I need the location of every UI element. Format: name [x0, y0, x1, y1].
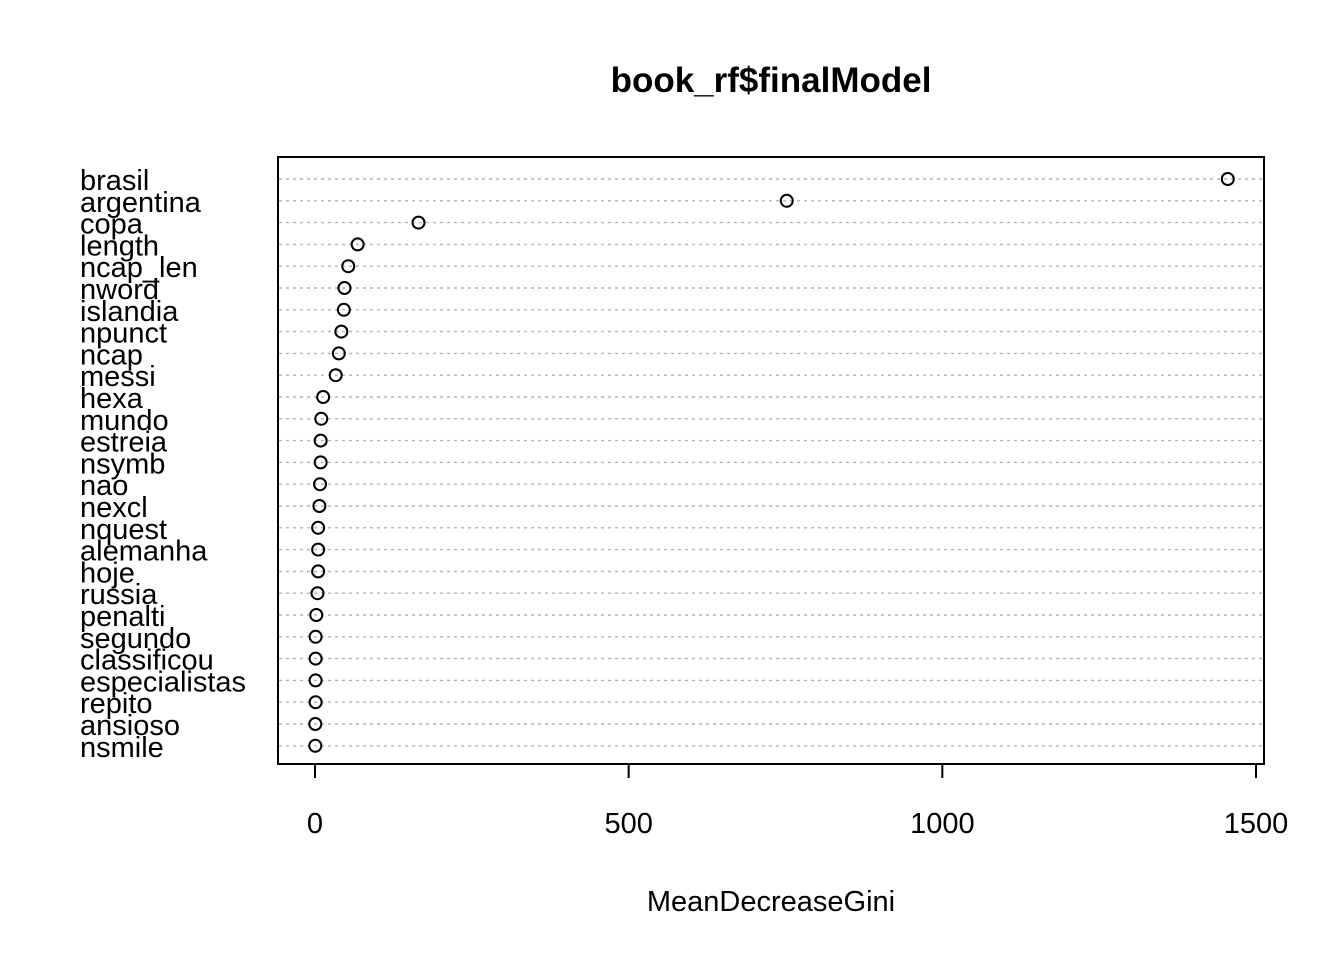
x-axis: 0 500 1000 1500	[307, 763, 1289, 840]
guide-lines	[279, 178, 1263, 747]
variable-label: russia	[80, 579, 158, 611]
data-point	[313, 433, 328, 448]
data-point	[337, 281, 352, 295]
data-point	[350, 237, 365, 252]
data-point	[308, 651, 323, 666]
plot-frame	[277, 156, 1265, 765]
data-point	[311, 564, 326, 579]
x-tick-label: 1500	[1224, 808, 1289, 840]
variable-labels: brasilargentinacopalengthncap_lennwordis…	[80, 165, 246, 764]
data-point	[331, 346, 346, 361]
variable-label: length	[80, 230, 159, 262]
x-tick-label: 500	[604, 808, 652, 840]
data-point	[411, 215, 426, 230]
data-point	[311, 520, 326, 535]
variable-label: brasil	[80, 165, 149, 197]
variable-label: nsmile	[80, 732, 164, 764]
variable-label: classificou	[80, 645, 214, 677]
variable-label: nword	[80, 274, 159, 306]
variable-label: especialistas	[80, 666, 246, 698]
data-point	[309, 608, 324, 622]
data-point	[308, 629, 323, 644]
variable-label: hoje	[80, 557, 135, 589]
data-point	[779, 193, 794, 208]
data-point	[311, 542, 326, 557]
data-point	[308, 717, 323, 731]
data-point	[313, 477, 328, 492]
variable-label: nao	[80, 470, 128, 502]
variable-label: nquest	[80, 514, 167, 546]
data-point	[310, 586, 325, 601]
variable-label: ansioso	[80, 710, 180, 742]
data-point	[314, 411, 329, 426]
data-point	[336, 302, 351, 317]
x-tick-label: 0	[307, 808, 323, 840]
variable-label: messi	[80, 361, 156, 393]
data-point	[313, 455, 328, 470]
variable-label: penalti	[80, 601, 165, 633]
variable-label: nsymb	[80, 448, 165, 480]
x-axis-label: MeanDecreaseGini	[647, 886, 895, 918]
data-point	[1220, 172, 1235, 186]
data-point	[312, 499, 327, 513]
data-points	[308, 172, 1235, 753]
variable-label: repito	[80, 688, 153, 720]
data-point	[308, 738, 323, 753]
data-point	[308, 673, 323, 688]
variable-label: hexa	[80, 383, 144, 415]
variable-label: islandia	[80, 296, 179, 328]
variable-label: ncap_len	[80, 252, 198, 284]
data-point	[334, 324, 349, 339]
variable-label: nexcl	[80, 492, 148, 524]
data-point	[308, 695, 323, 710]
variable-label: segundo	[80, 623, 191, 655]
variable-label: mundo	[80, 405, 169, 437]
variable-label: estreia	[80, 427, 168, 459]
variable-label: ncap	[80, 339, 143, 371]
variable-label: npunct	[80, 318, 167, 350]
chart-title: book_rf$finalModel	[611, 61, 932, 100]
variable-label: copa	[80, 209, 144, 241]
variable-label: argentina	[80, 187, 202, 219]
data-point	[341, 259, 356, 274]
data-point	[316, 390, 331, 404]
x-tick-label: 1000	[910, 808, 975, 840]
data-point	[328, 368, 343, 383]
variable-label: alemanha	[80, 536, 208, 568]
